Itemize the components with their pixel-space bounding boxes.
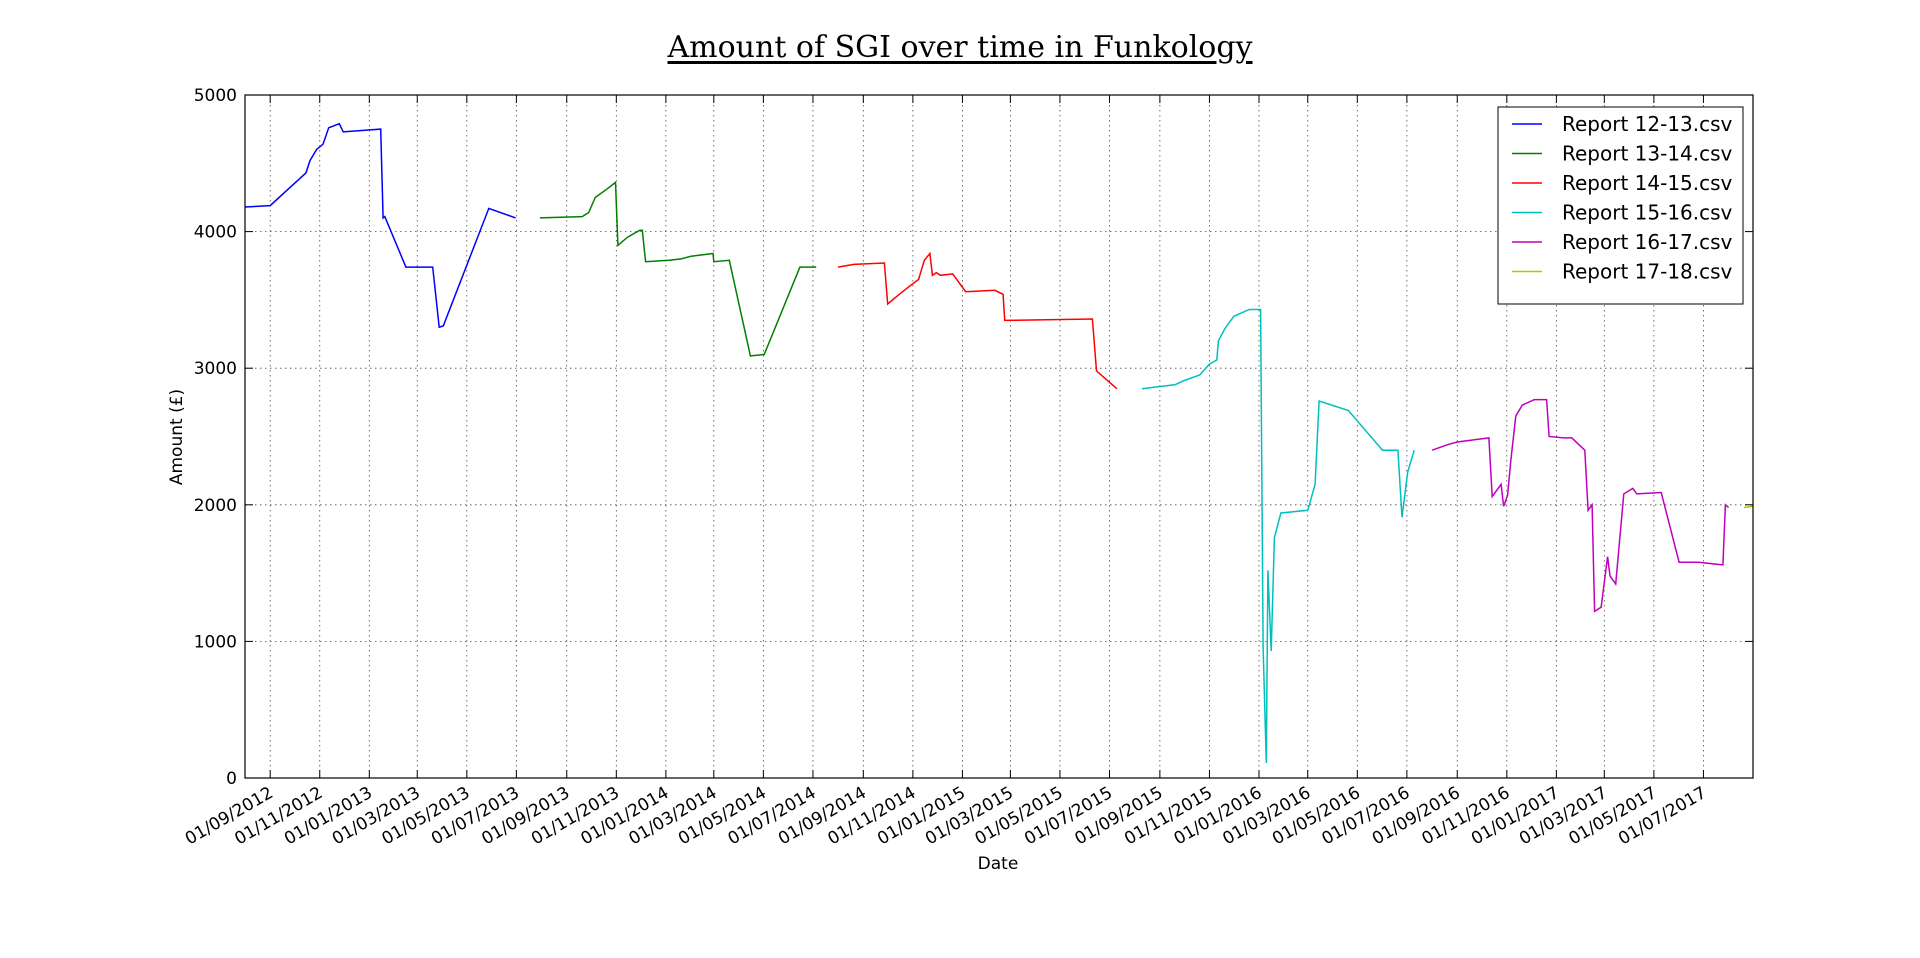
legend: Report 12-13.csv Report 13-14.csv Report 1… (1497, 106, 1744, 305)
y-tick-label: 1000 (194, 632, 237, 652)
legend-label: Report 15-16.csv (1562, 201, 1733, 225)
y-tick-label: 5000 (194, 86, 237, 106)
legend-label: Report 13-14.csv (1562, 142, 1733, 166)
series-line-3 (837, 251, 1118, 390)
y-axis-label: Amount (£) (167, 389, 187, 485)
plot-area-frame (244, 94, 1754, 779)
series-lines (244, 122, 1754, 764)
legend-label: Report 17-18.csv (1562, 260, 1733, 284)
series-line-6 (1743, 505, 1754, 509)
series-line-2 (539, 180, 817, 357)
series-line-4 (1141, 308, 1415, 764)
x-axis-label: Date (978, 854, 1019, 874)
grid-lines (245, 95, 1753, 778)
series-line-5 (1431, 398, 1730, 613)
legend-label: Report 14-15.csv (1562, 171, 1733, 195)
series-line-1 (244, 122, 516, 329)
y-tick-label: 2000 (194, 496, 237, 516)
chart-title: Amount of SGI over time in Funkology (667, 30, 1253, 65)
y-tick-label: 3000 (194, 359, 237, 379)
legend-label: Report 12-13.csv (1562, 112, 1733, 136)
legend-label: Report 16-17.csv (1562, 230, 1733, 254)
y-tick-label: 0 (226, 769, 237, 789)
y-tick-label: 4000 (194, 223, 237, 243)
